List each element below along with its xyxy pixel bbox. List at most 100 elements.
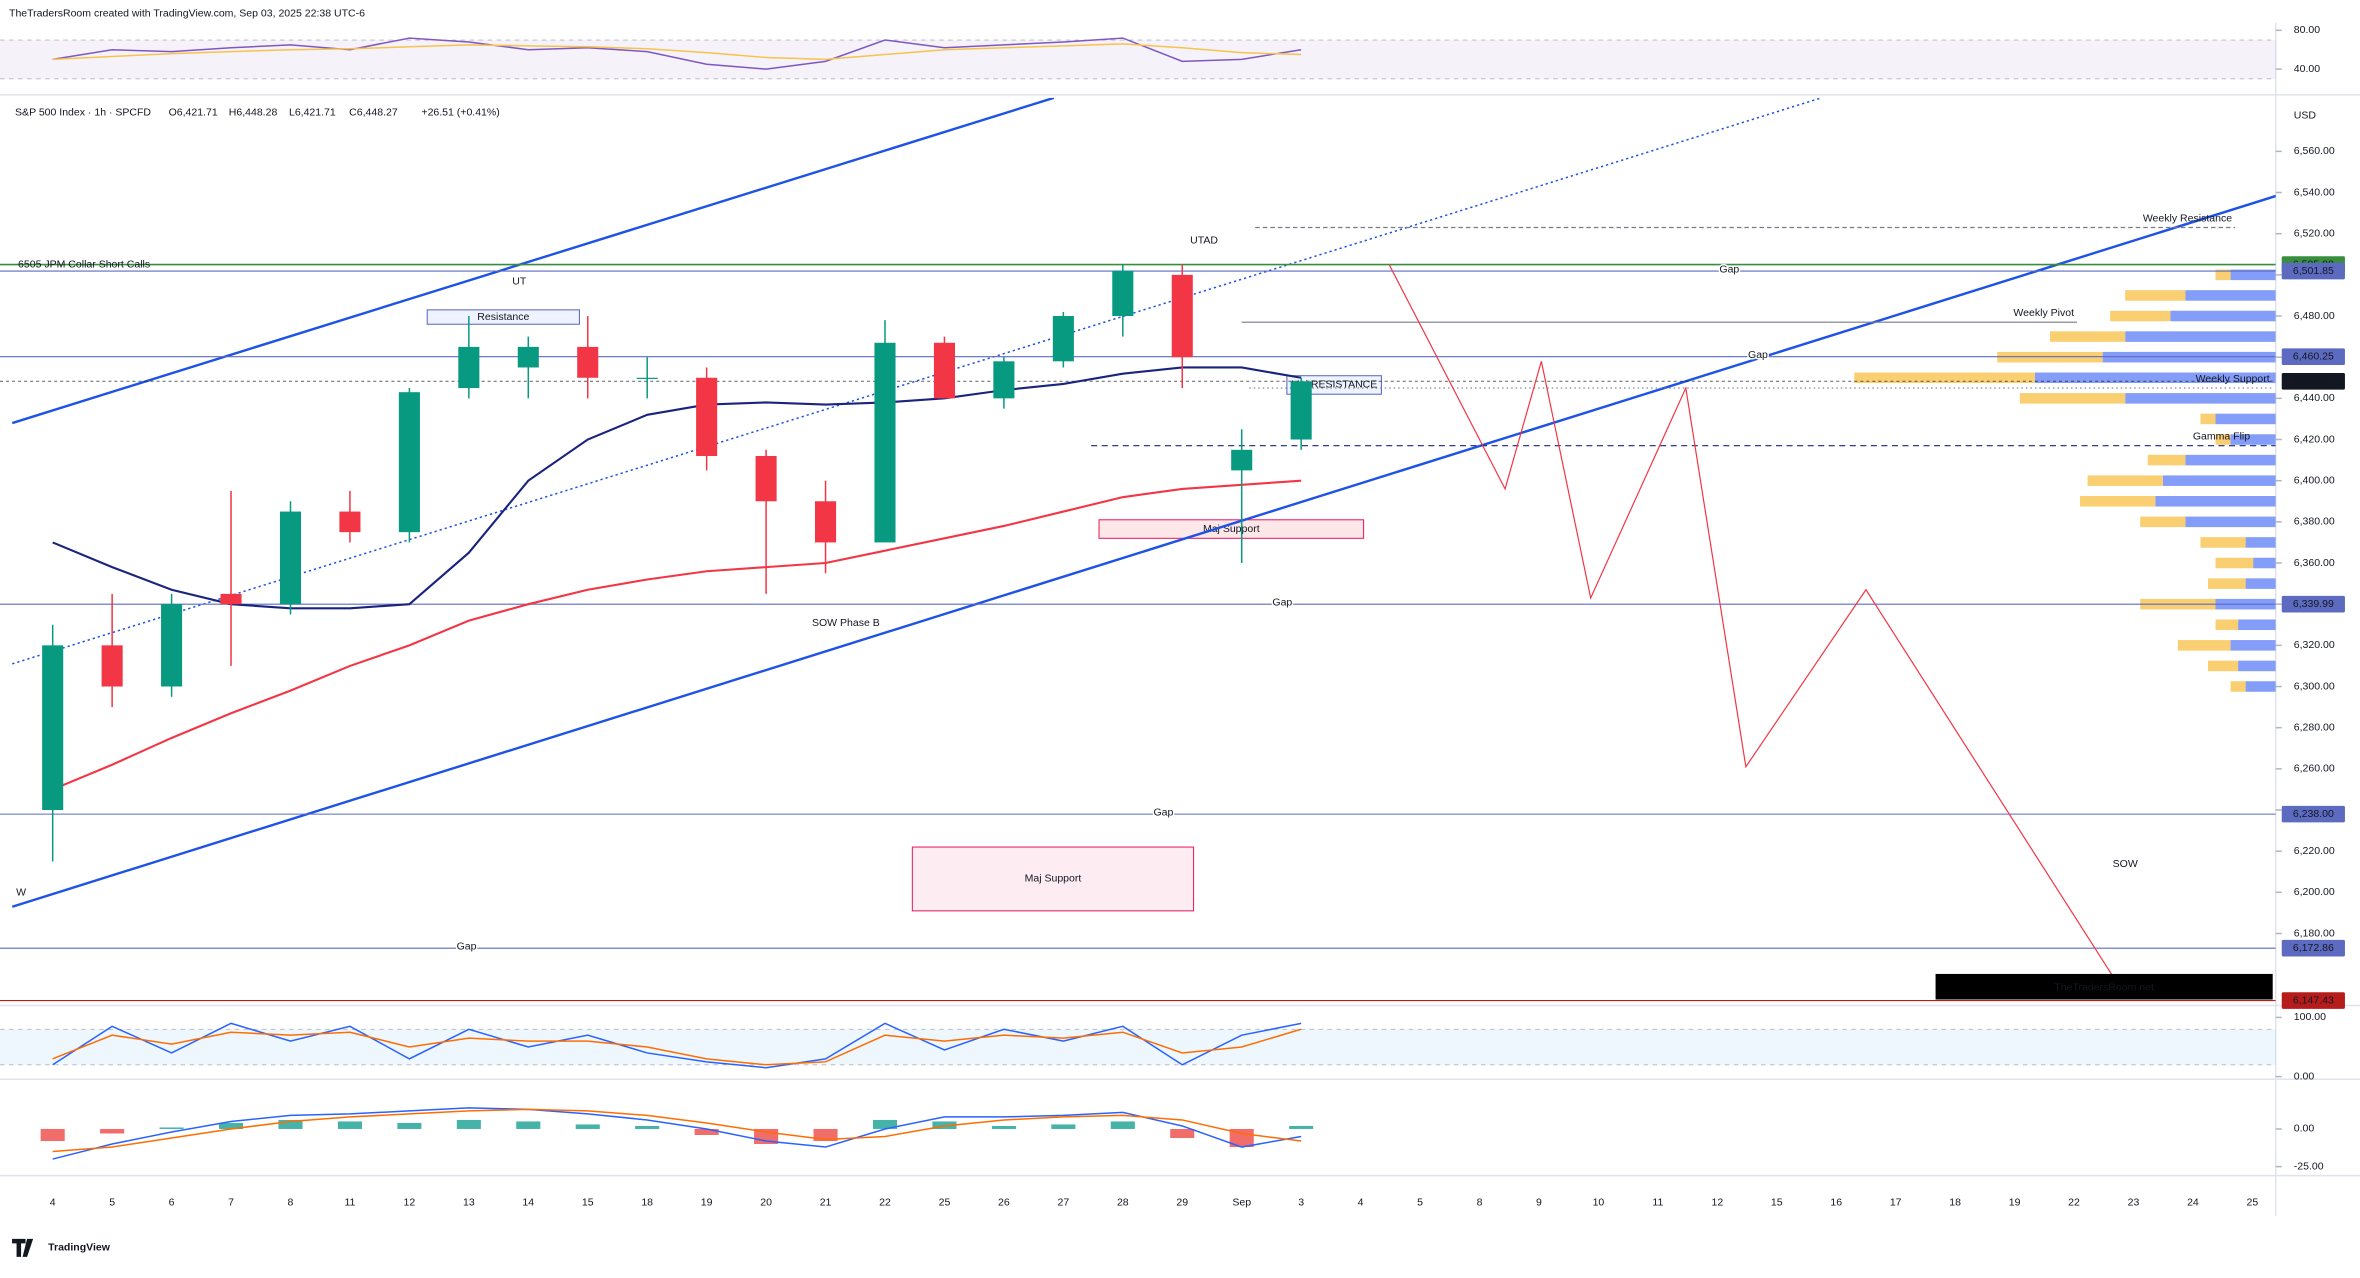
x-tick-label: 7 (228, 1197, 234, 1209)
x-tick-label: 6 (169, 1197, 175, 1209)
stoch-line (52, 1022, 1302, 1069)
y-tick-label: 80.00 (2294, 24, 2320, 36)
volume-yellow (2200, 537, 2246, 548)
x-tick-label: 10 (1593, 1197, 1605, 1209)
macd-histogram (991, 1125, 1016, 1129)
volume-blue (2230, 434, 2276, 445)
y-tick-label: 6,360.00 (2294, 557, 2335, 569)
macd-line (52, 1108, 1302, 1153)
rsi-line (52, 43, 1302, 61)
candle-body (1171, 274, 1193, 358)
volume-yellow (2140, 516, 2186, 528)
x-tick-label: 8 (288, 1197, 294, 1209)
y-tick-label: 0.00 (2294, 1123, 2315, 1135)
candle-body (220, 593, 242, 605)
volume-blue (2238, 660, 2276, 672)
candle-body (933, 342, 955, 399)
volume-yellow (2215, 269, 2231, 281)
ohlc-value: H6,448.28 (229, 107, 278, 119)
price-tag (2281, 939, 2345, 957)
y-tick-label: 0.00 (2294, 1070, 2315, 1082)
moving-average (52, 479, 1302, 791)
x-tick-label: 9 (1536, 1197, 1542, 1209)
candle-body (398, 392, 420, 533)
candle-body (458, 346, 480, 389)
x-tick-label: 12 (404, 1197, 416, 1209)
level-text: Gap (1153, 806, 1173, 818)
annotation: UT (512, 275, 527, 287)
x-tick-label: 19 (2009, 1197, 2021, 1209)
x-tick-label: 18 (641, 1197, 653, 1209)
y-tick-label: 6,200.00 (2294, 886, 2335, 898)
volume-blue (2230, 269, 2276, 281)
y-tick-label: 6,440.00 (2294, 392, 2335, 404)
candle-body (339, 511, 361, 533)
y-tick-label: 6,420.00 (2294, 433, 2335, 445)
watermark-box (1935, 973, 2273, 1000)
footer (0, 1216, 2360, 1278)
x-tick-label: 14 (522, 1197, 534, 1209)
price-tag-label: 6,238.00 (2293, 808, 2334, 820)
candle-body (755, 455, 777, 502)
rsi-band (0, 40, 2276, 79)
zone (911, 846, 1195, 912)
moving-average (52, 366, 1302, 610)
volume-blue (2185, 290, 2276, 301)
logo-mark (12, 1238, 34, 1257)
volume-yellow (2125, 290, 2186, 301)
level-text: 6505 JPM Collar Short Calls (18, 258, 150, 270)
x-tick-label: 3 (1298, 1197, 1304, 1209)
annotation: SOW (2113, 858, 2138, 870)
annotation: UTAD (1190, 235, 1218, 247)
volume-yellow (2215, 557, 2254, 569)
rsi-line (52, 37, 1302, 70)
level-text: Gap (1272, 596, 1292, 608)
x-tick-label: 28 (1117, 1197, 1129, 1209)
volume-blue (2185, 454, 2276, 466)
price-tag (2281, 805, 2345, 823)
x-tick-label: 4 (50, 1197, 56, 1209)
volume-blue (2155, 495, 2276, 507)
projection (1388, 264, 2115, 980)
stoch-line (52, 1028, 1302, 1066)
volume-yellow (2200, 413, 2216, 425)
x-tick-label: 22 (2068, 1197, 2080, 1209)
macd-histogram (872, 1119, 898, 1129)
currency: USD (2294, 110, 2317, 122)
x-tick-label: 4 (1358, 1197, 1364, 1209)
y-tick-label: 6,540.00 (2294, 186, 2335, 198)
trendline (11, 194, 2276, 908)
candle-body (577, 346, 599, 378)
x-tick-label: 25 (939, 1197, 951, 1209)
weekly-label: Weekly Support (2196, 373, 2270, 385)
y-tick-label: 6,320.00 (2294, 639, 2335, 651)
x-tick-label: 17 (1890, 1197, 1902, 1209)
volume-yellow (2019, 393, 2126, 404)
macd-histogram (278, 1119, 303, 1129)
x-tick-label: 21 (820, 1197, 832, 1209)
candle-body (279, 511, 302, 605)
macd-histogram (456, 1119, 481, 1129)
volume-blue (2245, 578, 2276, 589)
rsi-pane (0, 22, 2276, 94)
zone (1098, 519, 1365, 539)
header-text: TheTradersRoom created with TradingView.… (9, 7, 365, 19)
volume-yellow (2177, 640, 2231, 651)
brand: TradingView (48, 1242, 111, 1254)
x-tick-label: 29 (1176, 1197, 1188, 1209)
volume-blue (2170, 310, 2276, 322)
price-tag-label: 6,460.25 (2293, 350, 2334, 362)
volume-blue (2034, 372, 2276, 384)
candle-body (1231, 449, 1253, 471)
volume-blue (2230, 640, 2276, 651)
candle-body (993, 361, 1015, 399)
ohlc-value: L6,421.71 (289, 107, 336, 119)
macd-histogram (516, 1121, 541, 1129)
macd-histogram (1289, 1125, 1314, 1129)
price-tag-label: 6,448.27 (2293, 375, 2334, 387)
volume-blue (2215, 413, 2276, 425)
candle-body (42, 645, 64, 811)
